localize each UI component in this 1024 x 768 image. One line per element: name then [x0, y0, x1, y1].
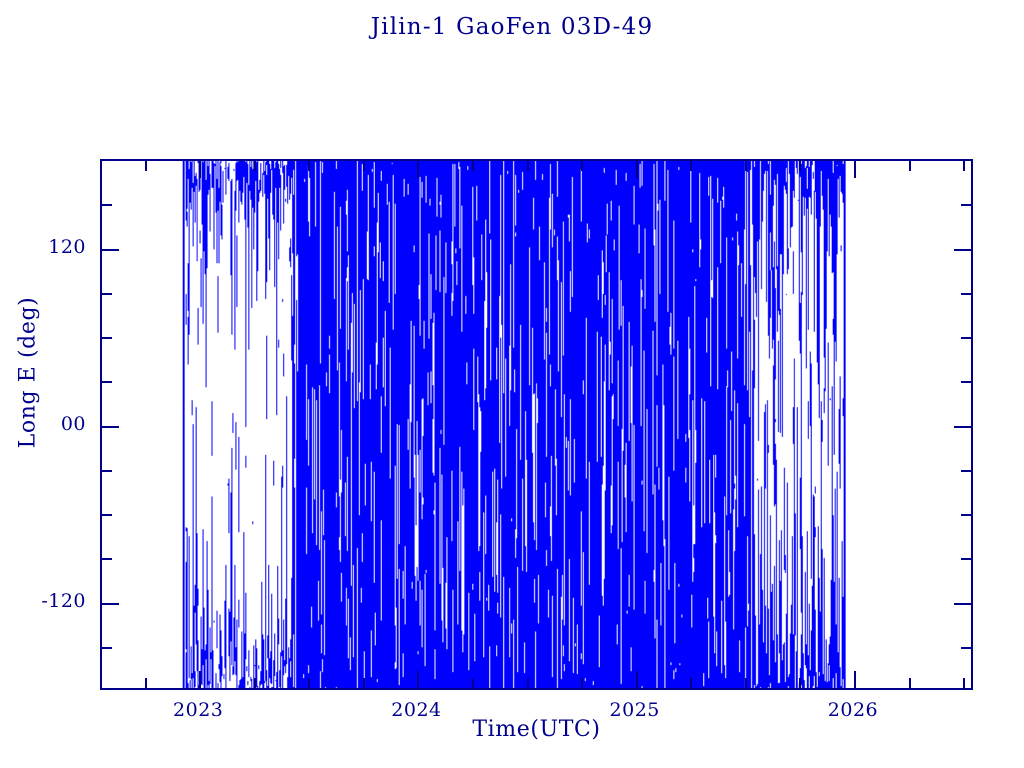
tick-mark [363, 678, 365, 688]
y-axis-title: Long E (deg) [15, 296, 41, 449]
tick-mark [417, 161, 419, 178]
tick-mark [102, 426, 119, 428]
tick-mark [690, 678, 692, 688]
plot-area [100, 159, 973, 690]
tick-mark [961, 337, 971, 339]
tick-mark [961, 293, 971, 295]
tick-mark [363, 161, 365, 171]
tick-mark [963, 678, 965, 688]
tick-mark [254, 161, 256, 171]
tick-mark [102, 249, 119, 251]
x-tick-label: 2026 [827, 699, 879, 721]
tick-mark [472, 161, 474, 171]
tick-mark [961, 514, 971, 516]
tick-mark [745, 678, 747, 688]
x-tick-label: 2025 [609, 699, 660, 721]
tick-mark [854, 671, 856, 688]
tick-mark [102, 558, 112, 560]
tick-mark [963, 161, 965, 171]
tick-mark [961, 647, 971, 649]
tick-mark [954, 426, 971, 428]
tick-mark [102, 514, 112, 516]
tick-mark [102, 381, 112, 383]
tick-mark [954, 603, 971, 605]
tick-mark [102, 293, 112, 295]
tick-mark [961, 558, 971, 560]
tick-mark [581, 678, 583, 688]
tick-mark [527, 678, 529, 688]
x-axis-title: Time(UTC) [472, 717, 601, 742]
tick-mark [909, 678, 911, 688]
tick-mark [527, 161, 529, 171]
chart-title: Jilin-1 GaoFen 03D-49 [370, 14, 654, 40]
tick-mark [308, 161, 310, 171]
y-tick-label: 120 [48, 235, 86, 258]
y-tick-label: -120 [41, 589, 86, 612]
tick-mark [799, 161, 801, 171]
tick-mark [961, 381, 971, 383]
tick-mark [199, 671, 201, 688]
tick-mark [472, 678, 474, 688]
tick-mark [102, 204, 112, 206]
tick-mark [199, 161, 201, 178]
tick-mark [102, 603, 119, 605]
x-tick-label: 2023 [173, 699, 224, 721]
tick-mark [636, 671, 638, 688]
tick-mark [102, 337, 112, 339]
tick-mark [961, 470, 971, 472]
tick-mark [102, 470, 112, 472]
tick-mark [909, 161, 911, 171]
tick-mark [799, 678, 801, 688]
tick-mark [854, 161, 856, 178]
tick-mark [636, 161, 638, 178]
tick-mark [145, 678, 147, 688]
tick-mark [417, 671, 419, 688]
tick-mark [254, 678, 256, 688]
tick-mark [954, 249, 971, 251]
y-tick-label: 00 [60, 412, 86, 435]
tick-mark [961, 204, 971, 206]
tick-mark [690, 161, 692, 171]
tick-mark [745, 161, 747, 171]
tick-mark [102, 647, 112, 649]
tick-mark [308, 678, 310, 688]
tick-mark [581, 161, 583, 171]
x-tick-label: 2024 [391, 699, 442, 721]
longitude-vs-time-series [102, 161, 971, 688]
tick-mark [145, 161, 147, 171]
